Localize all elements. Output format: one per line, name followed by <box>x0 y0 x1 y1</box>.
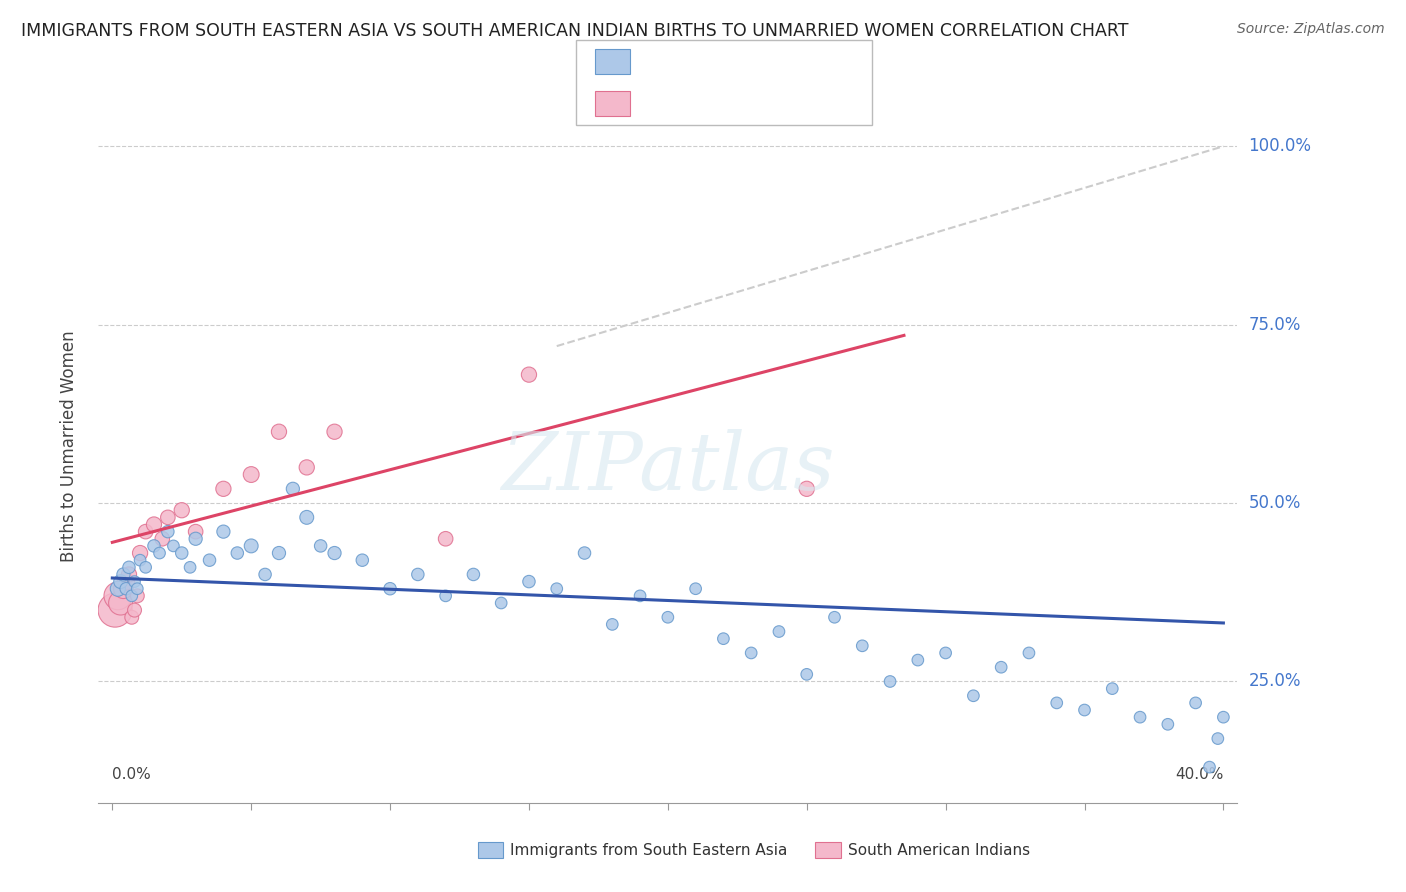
Point <box>1206 731 1229 746</box>
Point <box>184 524 207 539</box>
Point <box>309 539 332 553</box>
Point <box>121 589 143 603</box>
Point <box>796 482 818 496</box>
Point <box>170 503 193 517</box>
Point <box>143 539 166 553</box>
Point <box>463 567 485 582</box>
Y-axis label: Births to Unmarried Women: Births to Unmarried Women <box>59 330 77 562</box>
Point <box>990 660 1012 674</box>
Point <box>434 532 457 546</box>
Point <box>135 524 157 539</box>
Text: 50.0%: 50.0% <box>1249 494 1301 512</box>
Point <box>517 368 540 382</box>
Point <box>254 567 277 582</box>
Point <box>184 532 207 546</box>
Point <box>115 574 138 589</box>
Point <box>1018 646 1040 660</box>
Point <box>156 524 179 539</box>
Text: 40.0%: 40.0% <box>1175 767 1223 782</box>
Point <box>323 546 346 560</box>
Point <box>135 560 157 574</box>
Point <box>110 574 132 589</box>
Point <box>198 553 221 567</box>
Point <box>935 646 957 660</box>
Point <box>1101 681 1123 696</box>
Point <box>240 539 263 553</box>
Point <box>713 632 735 646</box>
Point <box>628 589 651 603</box>
Point <box>156 510 179 524</box>
Point <box>574 546 596 560</box>
Point <box>1046 696 1069 710</box>
Point <box>240 467 263 482</box>
Text: R =  0.250   N =  24: R = 0.250 N = 24 <box>641 96 796 111</box>
Point <box>657 610 679 624</box>
Point <box>121 610 143 624</box>
Point <box>118 567 141 582</box>
Point <box>129 546 152 560</box>
Point <box>148 546 170 560</box>
Point <box>406 567 429 582</box>
Point <box>962 689 984 703</box>
Text: 25.0%: 25.0% <box>1249 673 1301 690</box>
Point <box>107 582 129 596</box>
Point <box>179 560 201 574</box>
Point <box>112 582 135 596</box>
Point <box>110 596 132 610</box>
Point <box>879 674 901 689</box>
Point <box>212 524 235 539</box>
Point <box>1157 717 1180 731</box>
Point <box>323 425 346 439</box>
Point <box>824 610 846 624</box>
Point <box>127 589 149 603</box>
Point <box>124 574 146 589</box>
Point <box>851 639 873 653</box>
Point <box>150 532 173 546</box>
Point <box>127 582 149 596</box>
Point <box>162 539 184 553</box>
Point <box>907 653 929 667</box>
Point <box>796 667 818 681</box>
Point <box>517 574 540 589</box>
Point <box>112 567 135 582</box>
Point <box>129 553 152 567</box>
Text: ZIPatlas: ZIPatlas <box>501 429 835 506</box>
Point <box>226 546 249 560</box>
Point <box>170 546 193 560</box>
Point <box>115 582 138 596</box>
Text: 75.0%: 75.0% <box>1249 316 1301 334</box>
Point <box>352 553 374 567</box>
Point <box>295 510 318 524</box>
Point <box>118 560 141 574</box>
Point <box>143 517 166 532</box>
Point <box>685 582 707 596</box>
Text: R = -0.123   N =  61: R = -0.123 N = 61 <box>641 54 796 69</box>
Point <box>267 546 290 560</box>
Point <box>378 582 401 596</box>
Point <box>1198 760 1220 774</box>
Point <box>546 582 568 596</box>
Text: IMMIGRANTS FROM SOUTH EASTERN ASIA VS SOUTH AMERICAN INDIAN BIRTHS TO UNMARRIED : IMMIGRANTS FROM SOUTH EASTERN ASIA VS SO… <box>21 22 1129 40</box>
Text: 0.0%: 0.0% <box>112 767 150 782</box>
Point <box>281 482 304 496</box>
Point <box>104 603 127 617</box>
Point <box>107 589 129 603</box>
Text: South American Indians: South American Indians <box>848 843 1031 857</box>
Point <box>1129 710 1152 724</box>
Point <box>740 646 762 660</box>
Point <box>1073 703 1095 717</box>
Point <box>295 460 318 475</box>
Point <box>600 617 623 632</box>
Text: Immigrants from South Eastern Asia: Immigrants from South Eastern Asia <box>510 843 787 857</box>
Point <box>1212 710 1234 724</box>
Point <box>124 603 146 617</box>
Point <box>434 589 457 603</box>
Text: 100.0%: 100.0% <box>1249 137 1312 155</box>
Point <box>489 596 512 610</box>
Point <box>1184 696 1206 710</box>
Point <box>768 624 790 639</box>
Point <box>212 482 235 496</box>
Text: Source: ZipAtlas.com: Source: ZipAtlas.com <box>1237 22 1385 37</box>
Point <box>267 425 290 439</box>
